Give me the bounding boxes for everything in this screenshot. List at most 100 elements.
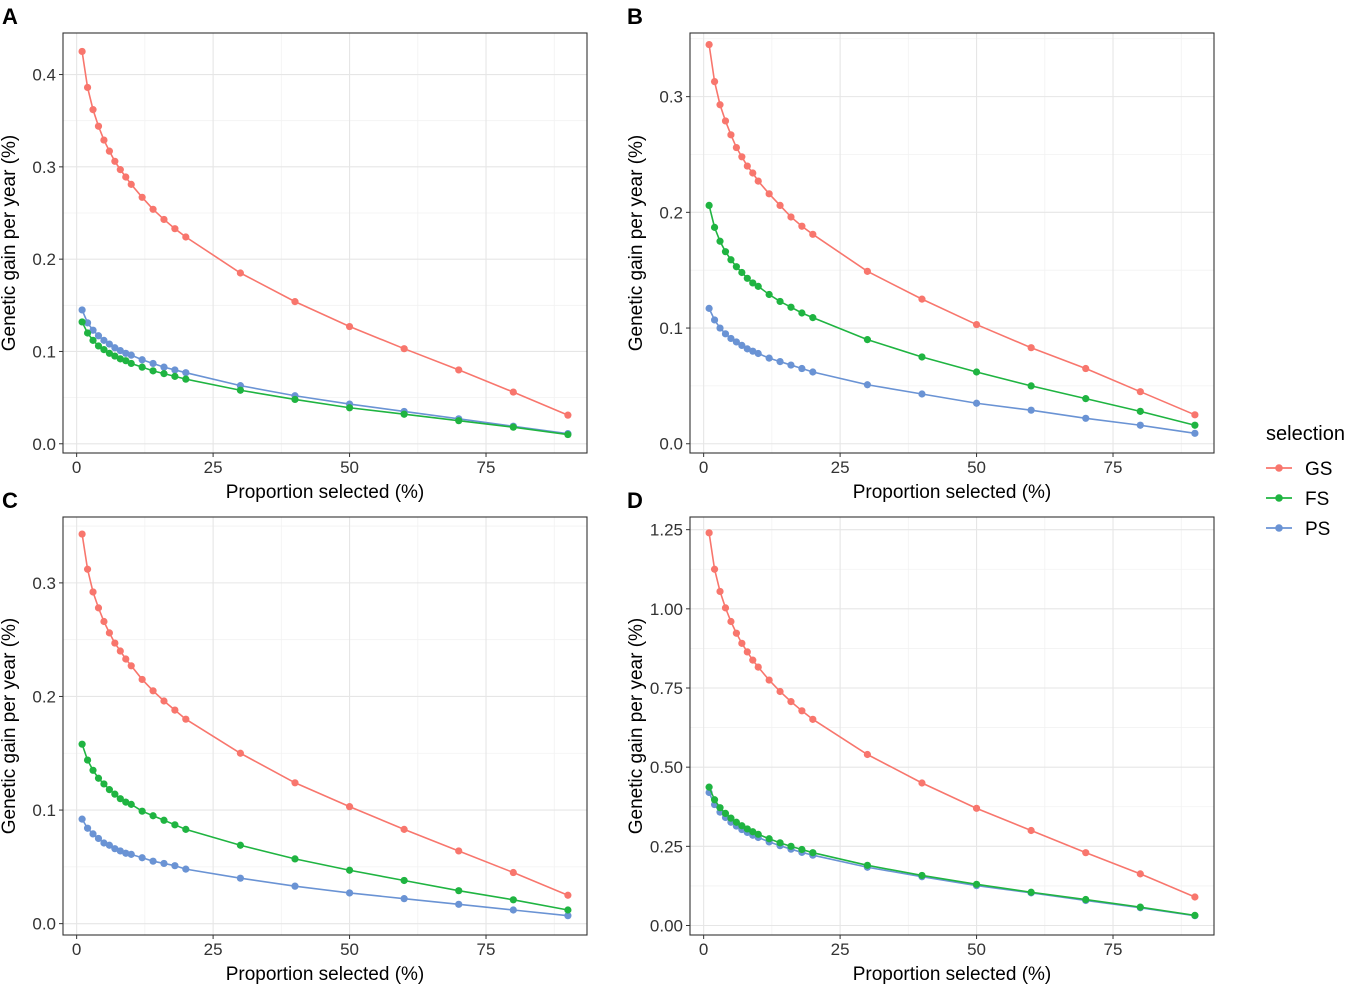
data-point-gs (78, 47, 86, 56)
data-point-fs (743, 274, 751, 282)
data-point-fs (138, 363, 146, 371)
data-point-ps (754, 349, 762, 358)
data-point-fs (798, 845, 806, 854)
data-point-gs (100, 617, 108, 626)
data-point-ps (116, 847, 124, 855)
data-point-fs (918, 871, 926, 880)
series-fs (705, 783, 1199, 919)
data-point-gs (116, 647, 124, 655)
data-point-ps (1027, 406, 1035, 414)
data-point-ps (100, 839, 108, 847)
data-point-ps (291, 882, 299, 890)
series-gs (705, 40, 1199, 419)
data-point-ps (509, 906, 517, 914)
data-point-fs (765, 835, 773, 843)
data-point-ps (727, 334, 735, 343)
data-point-ps (94, 332, 103, 340)
data-point-ps (111, 344, 119, 352)
data-point-gs (863, 267, 871, 275)
x-tick-label: 75 (1104, 458, 1123, 477)
data-point-ps (105, 340, 113, 348)
data-point-fs (94, 774, 103, 782)
data-point-fs (171, 821, 179, 829)
legend: selection GS FS PS (1266, 423, 1345, 540)
data-point-ps (345, 889, 354, 897)
y-tick-label: 0.1 (659, 319, 683, 338)
x-axis-title: Proportion selected (%) (853, 482, 1052, 503)
data-point-gs (705, 529, 713, 537)
data-point-fs (94, 342, 103, 350)
data-point-ps (138, 356, 146, 364)
data-point-fs (111, 790, 119, 798)
data-point-fs (78, 740, 86, 748)
data-point-fs (182, 375, 190, 383)
legend-key-point-gs (1275, 464, 1283, 472)
data-point-fs (345, 404, 354, 412)
y-tick-label: 0.00 (650, 917, 683, 936)
data-point-gs (918, 295, 926, 303)
data-point-fs (100, 346, 108, 354)
data-point-fs (89, 336, 97, 344)
data-point-fs (1027, 382, 1035, 390)
data-point-gs (749, 169, 757, 177)
data-point-fs (127, 359, 135, 368)
x-tick-label: 25 (204, 940, 223, 959)
data-point-fs (116, 355, 124, 363)
data-point-gs (83, 83, 92, 92)
data-point-gs (149, 687, 157, 695)
x-tick-label: 75 (477, 458, 496, 477)
data-point-gs (400, 345, 408, 353)
series-line-gs (81, 533, 569, 896)
data-point-gs (455, 847, 463, 855)
data-point-fs (127, 800, 135, 808)
data-point-fs (1082, 395, 1090, 403)
x-tick-label: 75 (1104, 940, 1123, 959)
data-point-fs (798, 309, 806, 317)
panel-border (689, 516, 1215, 936)
series-line-fs (708, 205, 1196, 427)
panel-letter: B (627, 4, 643, 29)
data-point-ps (918, 390, 926, 398)
series-fs (78, 318, 572, 439)
data-point-fs (754, 830, 762, 838)
series-line-gs (708, 532, 1196, 898)
data-point-gs (455, 366, 463, 374)
data-point-gs (776, 201, 784, 209)
data-point-fs (400, 876, 408, 885)
data-point-ps (83, 319, 92, 327)
x-tick-label: 50 (967, 458, 986, 477)
y-tick-label: 0.75 (650, 679, 683, 698)
data-point-gs (111, 639, 119, 647)
data-point-gs (738, 153, 746, 161)
data-point-gs (1082, 849, 1090, 857)
legend-label-ps: PS (1305, 519, 1330, 540)
data-point-gs (127, 180, 135, 188)
data-point-fs (122, 798, 130, 806)
data-point-gs (710, 77, 719, 86)
y-axis-title: Genetic gain per year (%) (626, 618, 647, 835)
data-point-fs (564, 430, 572, 439)
data-point-gs (400, 825, 408, 833)
y-tick-label: 0.2 (32, 687, 56, 706)
data-point-gs (972, 320, 981, 329)
x-tick-label: 75 (477, 940, 496, 959)
data-point-gs (765, 676, 773, 684)
data-point-gs (798, 222, 806, 230)
data-point-fs (863, 861, 871, 869)
data-point-gs (236, 269, 244, 277)
data-point-fs (236, 386, 244, 394)
panel-d: D 0 25 50 75 0.00 0.25 0.50 0.75 1.00 1.25 Proporti… (626, 488, 1215, 985)
x-tick-label: 0 (72, 940, 81, 959)
panel-letter: D (627, 488, 643, 513)
data-point-gs (94, 604, 103, 612)
data-point-ps (89, 326, 97, 334)
data-point-gs (83, 565, 92, 573)
series-line-fs (81, 743, 569, 911)
data-point-gs (182, 233, 190, 241)
data-point-ps (127, 850, 135, 858)
data-point-gs (798, 707, 806, 715)
data-point-gs (100, 136, 108, 144)
data-point-gs (105, 629, 113, 637)
y-axis-title: Genetic gain per year (%) (626, 135, 647, 352)
data-point-gs (863, 750, 871, 759)
